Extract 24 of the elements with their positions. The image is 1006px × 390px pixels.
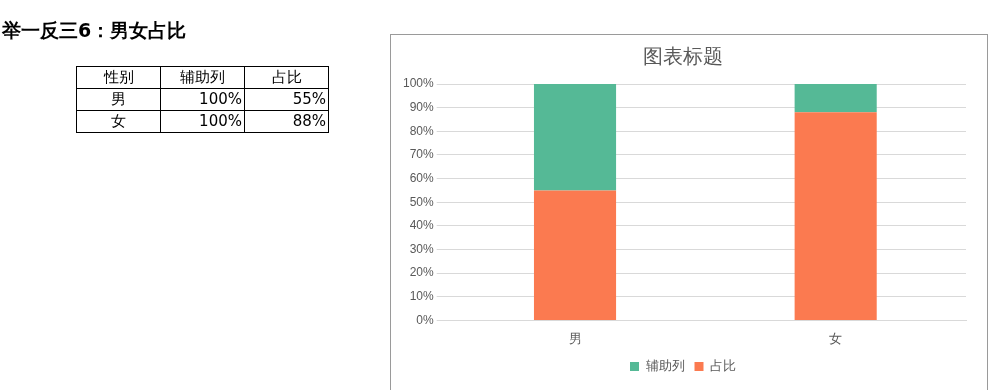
text: 100% [160,88,245,111]
y-tick-label: 100% [402,76,435,91]
text: 辅助列 [180,68,225,86]
y-tick-label: 40% [409,218,435,233]
text: 88% [244,110,329,133]
text: 55% [244,88,329,111]
y-tick-label: 60% [409,170,435,185]
category-label: 女 [111,112,126,130]
chart-title: 图表标题 [643,44,723,69]
y-tick-label: 20% [409,265,435,280]
y-tick-label: 70% [409,147,435,162]
text: 占比 [271,68,302,86]
text: 性别 [76,66,161,89]
legend-label: 占比 [710,358,736,374]
y-tick-label: 0% [416,312,435,327]
y-tick-label: 90% [409,99,435,114]
category-label: 男 [111,90,126,108]
text: 举一反三6：男女占比 [2,18,187,43]
text: 100% [160,110,245,133]
legend-label: 辅助列 [645,358,685,374]
y-tick-label: 50% [409,194,435,209]
y-tick-label: 30% [409,241,435,256]
y-tick-label: 80% [409,123,435,138]
y-tick-label: 10% [409,289,435,304]
